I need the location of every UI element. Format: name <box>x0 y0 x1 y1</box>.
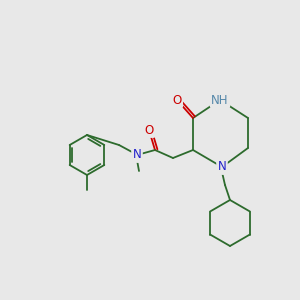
Text: O: O <box>172 94 182 106</box>
Text: O: O <box>144 124 154 136</box>
Text: NH: NH <box>211 94 229 106</box>
Text: N: N <box>218 160 226 173</box>
Text: N: N <box>133 148 141 161</box>
